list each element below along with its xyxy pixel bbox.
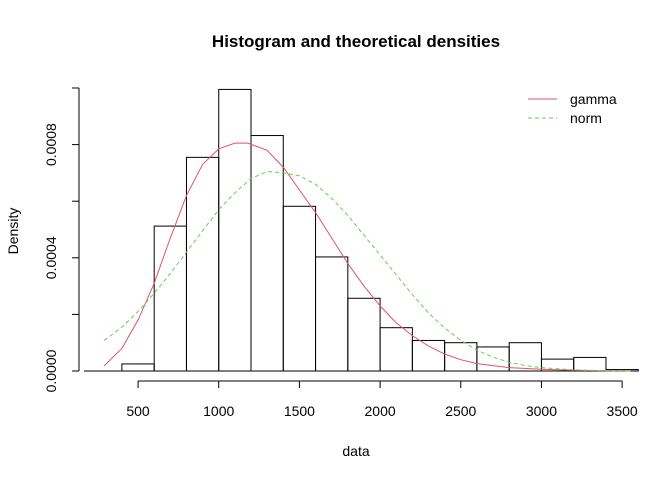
histogram-bars xyxy=(84,88,639,372)
legend: gamma norm xyxy=(528,91,617,126)
legend-label-norm: norm xyxy=(570,110,602,126)
gamma-density-curve xyxy=(103,142,632,372)
density-curves xyxy=(103,142,632,372)
histogram-bar xyxy=(573,356,607,372)
y-tick-label: 0.0008 xyxy=(43,123,59,166)
y-tick-label: 0.0004 xyxy=(43,236,59,279)
y-axis: 0.0000 0.0004 0.0008 xyxy=(43,87,80,392)
histogram-bar xyxy=(250,135,284,372)
legend-label-gamma: gamma xyxy=(570,91,617,107)
histogram-bar xyxy=(218,88,252,372)
x-tick-label: 3500 xyxy=(607,403,638,419)
x-tick-label: 3000 xyxy=(526,403,557,419)
chart-title: Histogram and theoretical densities xyxy=(212,32,500,51)
histogram-bar xyxy=(282,205,317,372)
histogram-bar xyxy=(315,256,349,372)
histogram-bar xyxy=(411,339,446,372)
x-axis: 500 1000 1500 2000 2500 3000 3500 xyxy=(126,380,638,419)
x-tick-label: 2000 xyxy=(365,403,396,419)
histogram-bar xyxy=(185,156,220,372)
norm-density-curve xyxy=(103,170,632,372)
x-tick-label: 2500 xyxy=(445,403,476,419)
histogram-bar xyxy=(153,225,187,372)
y-axis-label: Density xyxy=(5,208,21,255)
histogram-bar xyxy=(379,327,413,372)
x-axis-label: data xyxy=(342,443,369,459)
x-tick-label: 1000 xyxy=(203,403,234,419)
x-tick-label: 1500 xyxy=(284,403,315,419)
histogram-bar xyxy=(347,297,381,372)
histogram-bar xyxy=(121,363,155,372)
x-tick-label: 500 xyxy=(126,403,150,419)
y-tick-label: 0.0000 xyxy=(43,349,59,392)
